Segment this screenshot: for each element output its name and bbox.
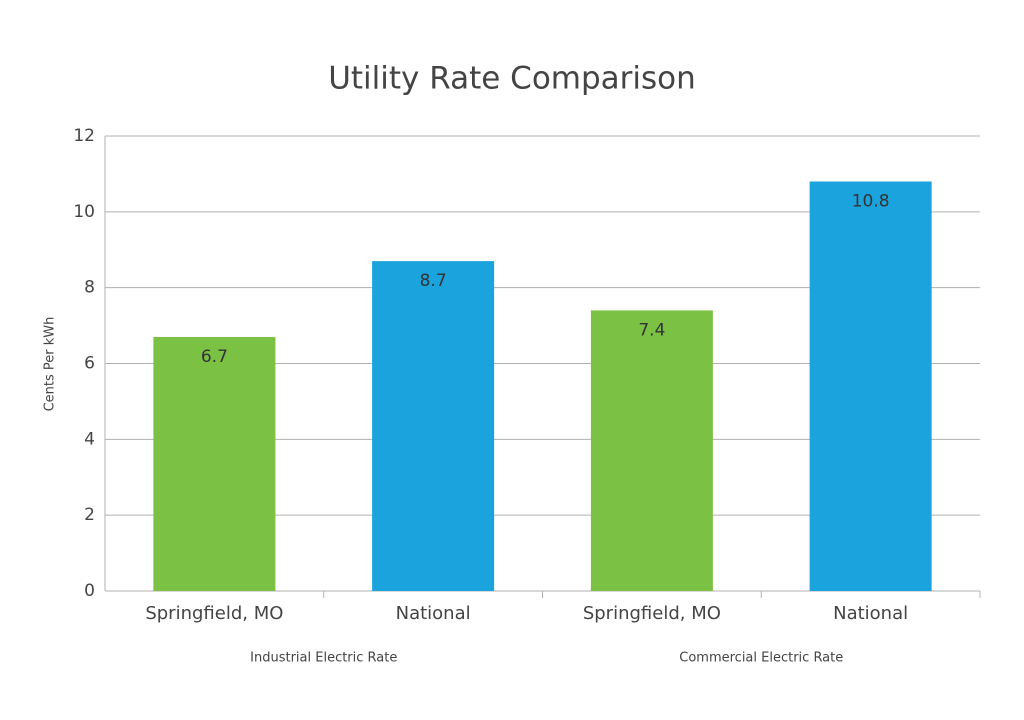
value-label: 8.7 [420,271,447,291]
x-tick-label: National [396,603,471,624]
y-tick-label: 2 [84,505,95,525]
value-label: 6.7 [201,347,228,367]
y-tick-label: 0 [84,581,95,601]
y-tick-label: 6 [84,354,95,374]
y-tick-label: 10 [73,202,95,222]
y-tick-label: 12 [73,126,95,146]
chart-title: Utility Rate Comparison [328,61,696,97]
bar [153,336,276,591]
y-tick-label: 8 [84,278,95,298]
value-label: 7.4 [638,320,665,340]
y-tick-label: 4 [84,429,95,449]
y-axis-label: Cents Per kWh [43,317,58,412]
bar [590,310,713,591]
group-label: Commercial Electric Rate [679,651,843,666]
value-label: 10.8 [852,192,890,212]
bar [809,181,932,591]
group-label: Industrial Electric Rate [250,651,397,666]
bar [372,261,495,591]
x-tick-label: Springfield, MO [583,603,721,624]
x-tick-label: National [833,603,908,624]
x-tick-label: Springfield, MO [145,603,283,624]
